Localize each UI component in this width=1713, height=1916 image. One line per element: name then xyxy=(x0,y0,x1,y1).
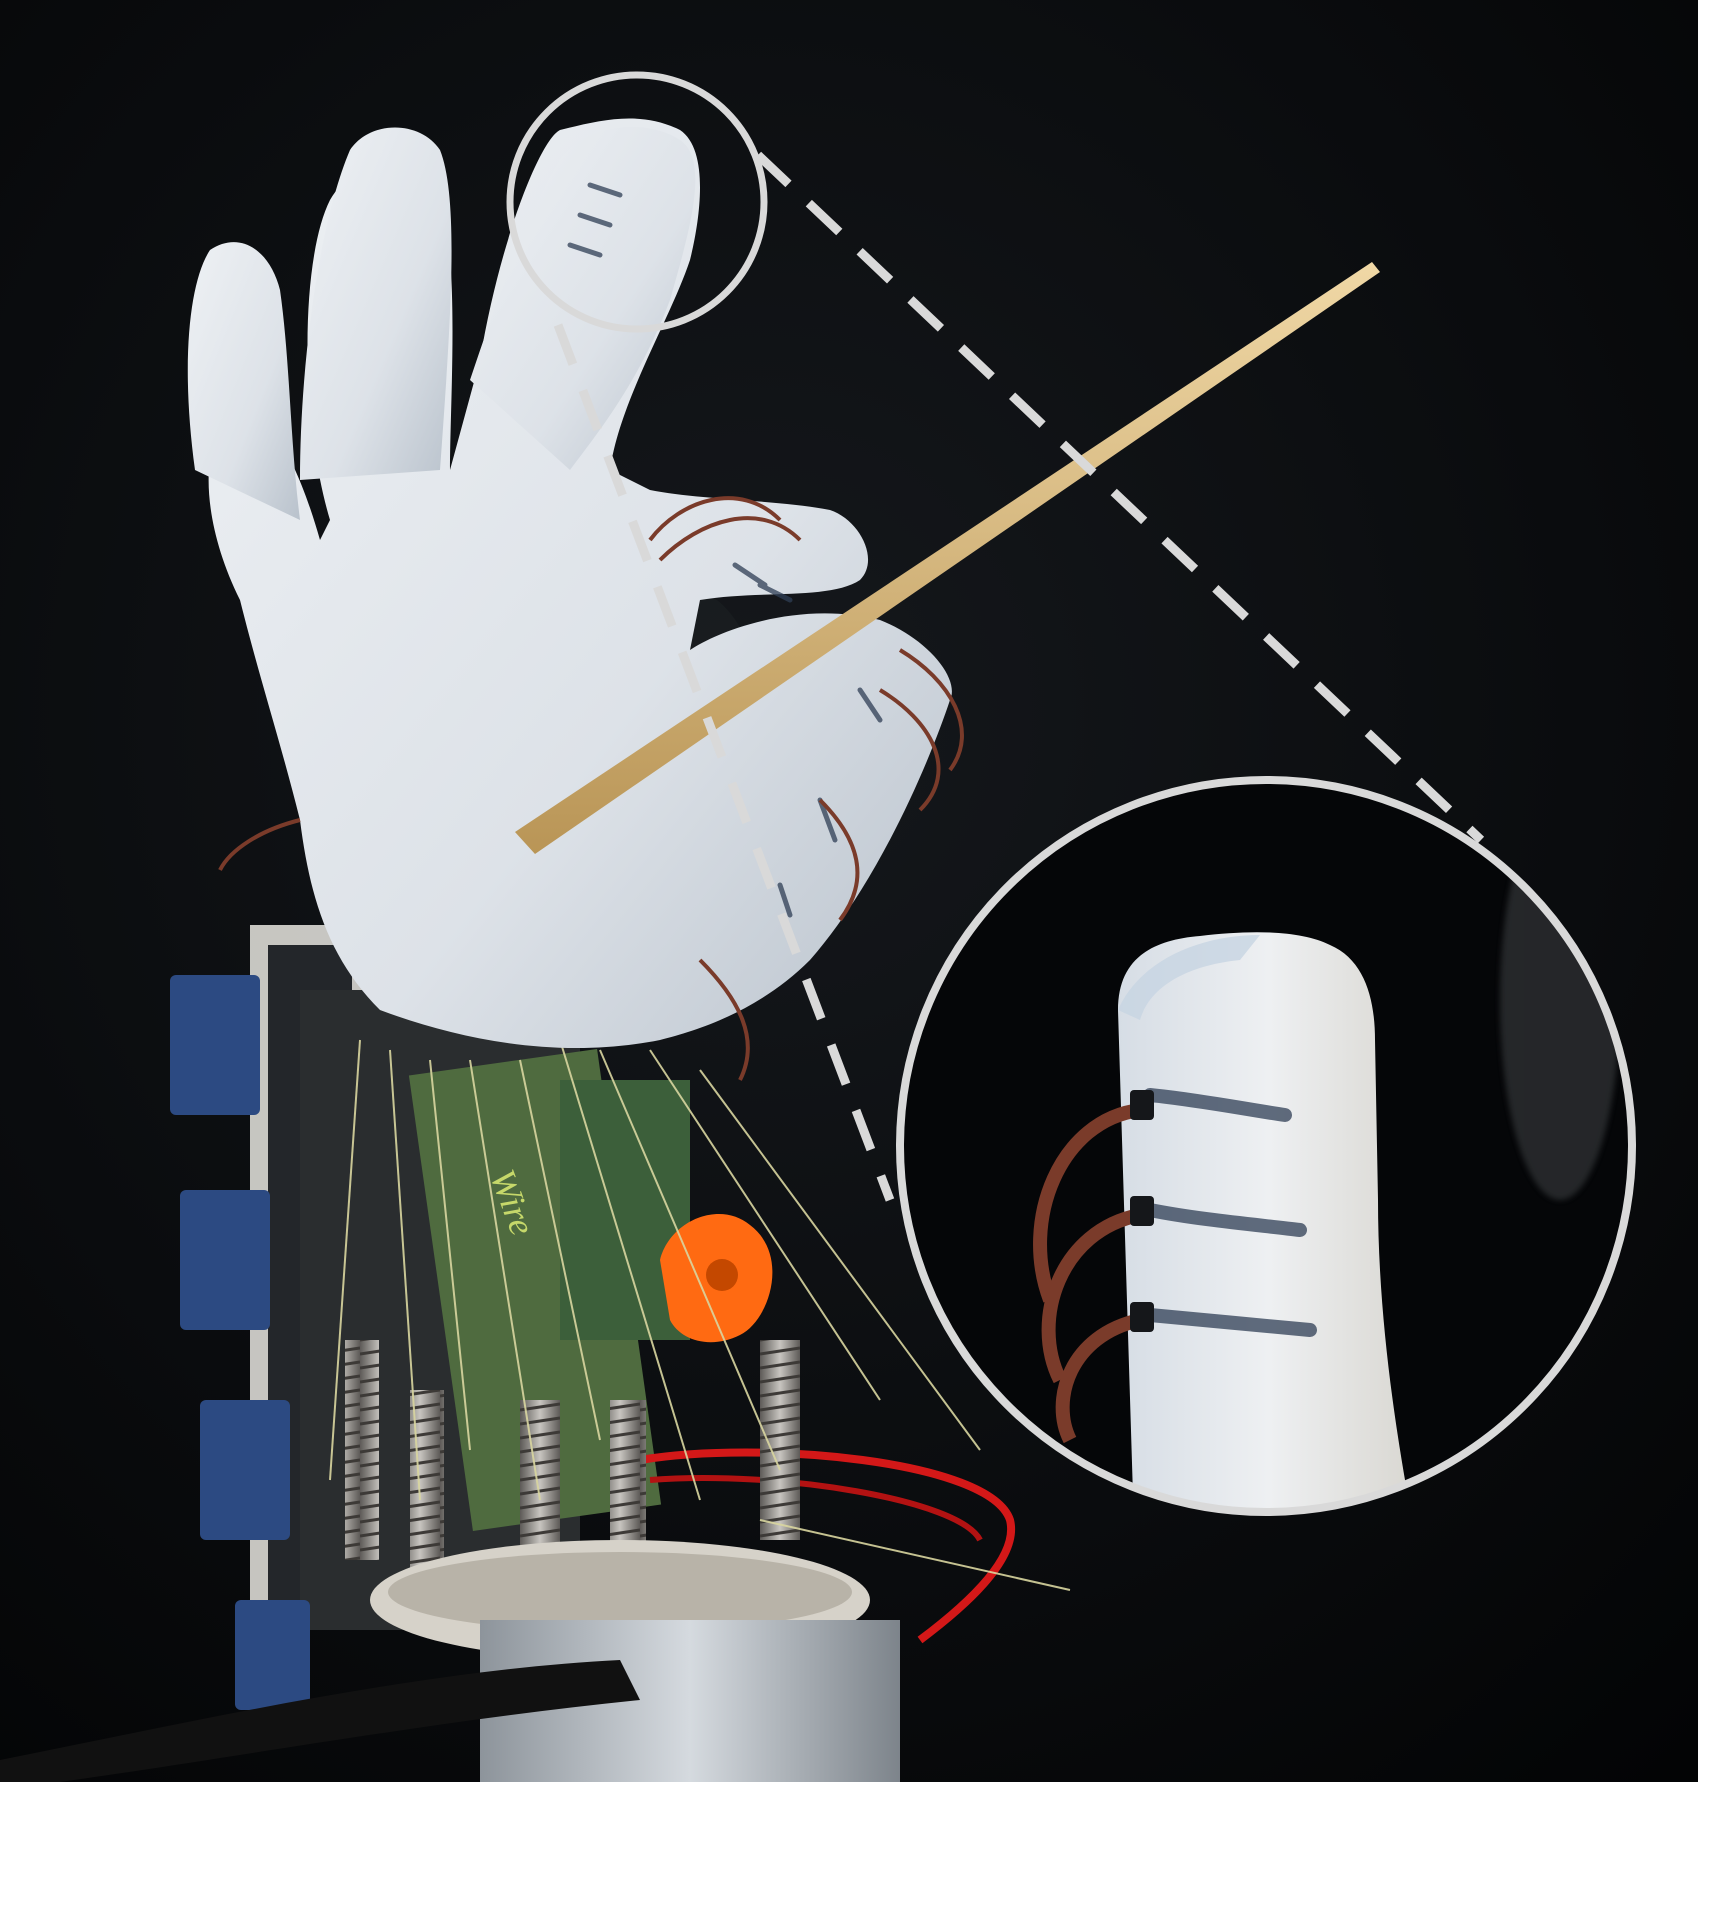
finger-middle xyxy=(470,126,696,470)
chopstick xyxy=(515,262,1380,854)
sensor-board xyxy=(200,1400,290,1540)
fingertip-inset xyxy=(900,780,1632,1512)
sensor-board xyxy=(235,1600,310,1710)
finger-markings xyxy=(567,182,883,918)
small-highlight-circle xyxy=(506,71,768,333)
electronics-assembly xyxy=(0,925,1071,1782)
spring xyxy=(345,1340,379,1560)
tendon-threads xyxy=(329,1039,1071,1591)
large-zoom-circle xyxy=(896,776,1636,1516)
callout-connector xyxy=(553,323,895,1202)
spring xyxy=(520,1400,560,1570)
sensor-boards xyxy=(170,975,310,1710)
finger-ring xyxy=(300,127,452,480)
inset-wires xyxy=(1033,1103,1142,1444)
sensor-board xyxy=(180,1190,270,1330)
sensor-wires xyxy=(218,496,964,1081)
finger-little xyxy=(187,242,300,520)
inset-connectors xyxy=(1130,1090,1154,1332)
black-cable xyxy=(0,1660,640,1782)
red-wire xyxy=(639,1448,1016,1644)
callout-connector xyxy=(754,151,1485,844)
inset-markings xyxy=(1143,1088,1317,1337)
zoom-callout xyxy=(506,71,1636,1516)
spring xyxy=(760,1340,800,1540)
robotic-hand xyxy=(187,118,964,1081)
inset-fingertip xyxy=(1118,932,1420,1512)
sensor-board xyxy=(170,975,260,1115)
